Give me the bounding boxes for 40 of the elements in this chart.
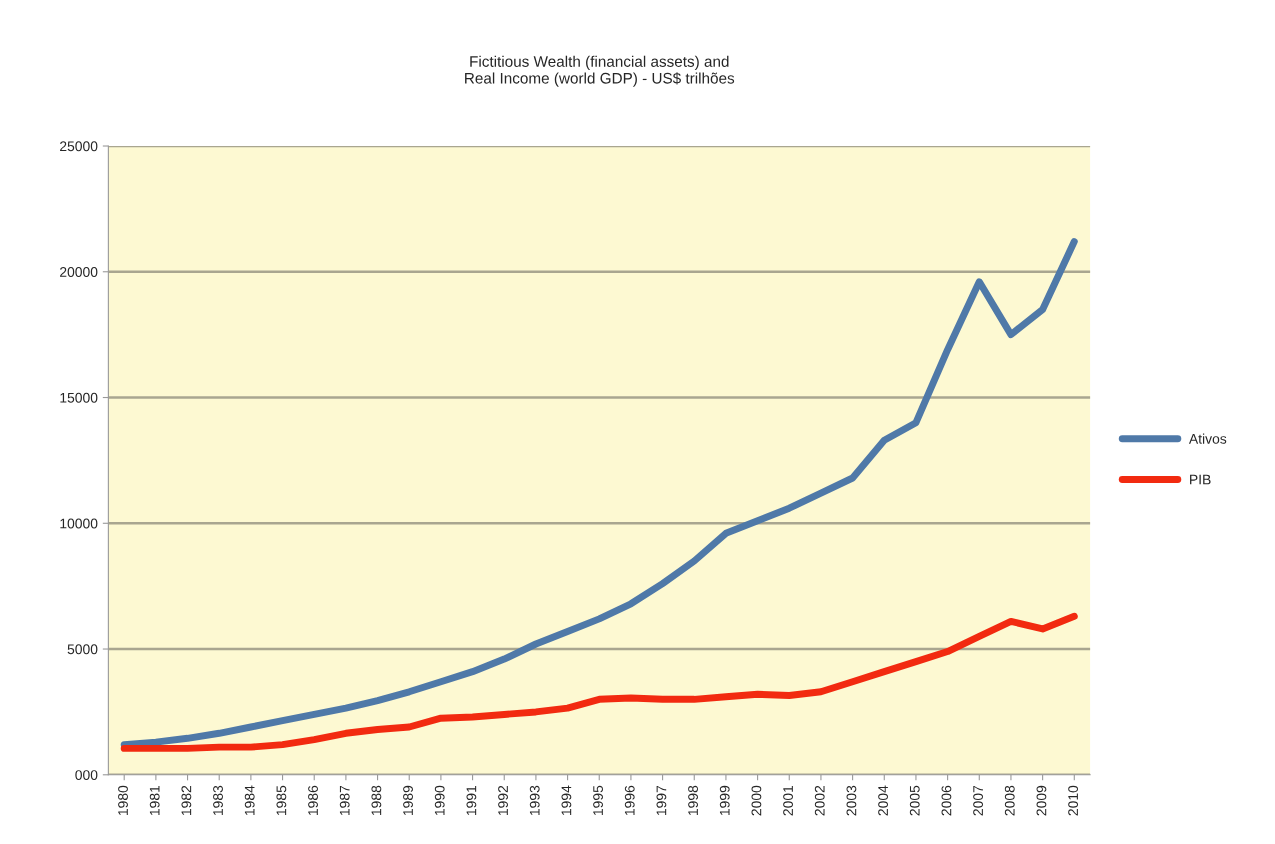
x-tick-label: 2003 [846,785,857,816]
x-tick-label: 2006 [941,785,952,816]
x-tick-label: 2004 [878,785,888,816]
y-tick-label: 20000 [60,267,98,277]
x-tick-label: 1992 [498,785,508,816]
legend-label: PIB [1190,474,1211,485]
x-tick-label: 1982 [181,785,192,816]
x-tick-label: 1994 [561,785,572,816]
chart-title: Fictitious Wealth (financial assets) and Real Income (world GDP) - US$ trilhões [465,55,735,87]
x-tick-label: 1989 [403,785,413,816]
x-tick-label: 1980 [118,785,128,816]
x-tick-label: 1984 [244,785,255,816]
x-tick-label: 2002 [814,785,825,816]
x-tick-label: 2010 [1068,785,1079,816]
y-tick-label: 10000 [60,518,98,529]
x-tick-label: 1988 [371,785,382,816]
y-tick-label: 15000 [60,392,98,403]
x-tick-label: 2007 [973,785,984,816]
y-tick-label: 000 [75,770,98,780]
x-tick-label: 1986 [308,785,318,816]
x-tick-label: 1983 [213,785,223,816]
x-tick-label: 2001 [783,785,793,816]
x-tick-label: 2000 [751,785,762,816]
x-tick-label: 1991 [466,785,477,816]
x-tick-label: 1996 [624,785,635,816]
x-tick-label: 2009 [1036,785,1047,816]
x-tick-label: 2005 [909,785,920,816]
x-tick-label: 1997 [656,785,667,816]
x-tick-label: 1998 [688,785,698,816]
x-tick-label: 1981 [149,785,160,816]
x-tick-label: 2008 [1004,785,1015,816]
x-tick-label: 1985 [276,785,287,816]
x-tick-label: 1993 [529,785,540,816]
x-tick-label: 1999 [719,785,730,816]
legend-label: Ativos [1188,433,1227,444]
y-tick-label: 5000 [67,644,98,655]
y-tick-label: 25000 [60,141,98,152]
x-tick-label: 1995 [593,785,603,816]
x-tick-label: 1987 [339,785,350,816]
x-tick-label: 1990 [434,785,445,816]
